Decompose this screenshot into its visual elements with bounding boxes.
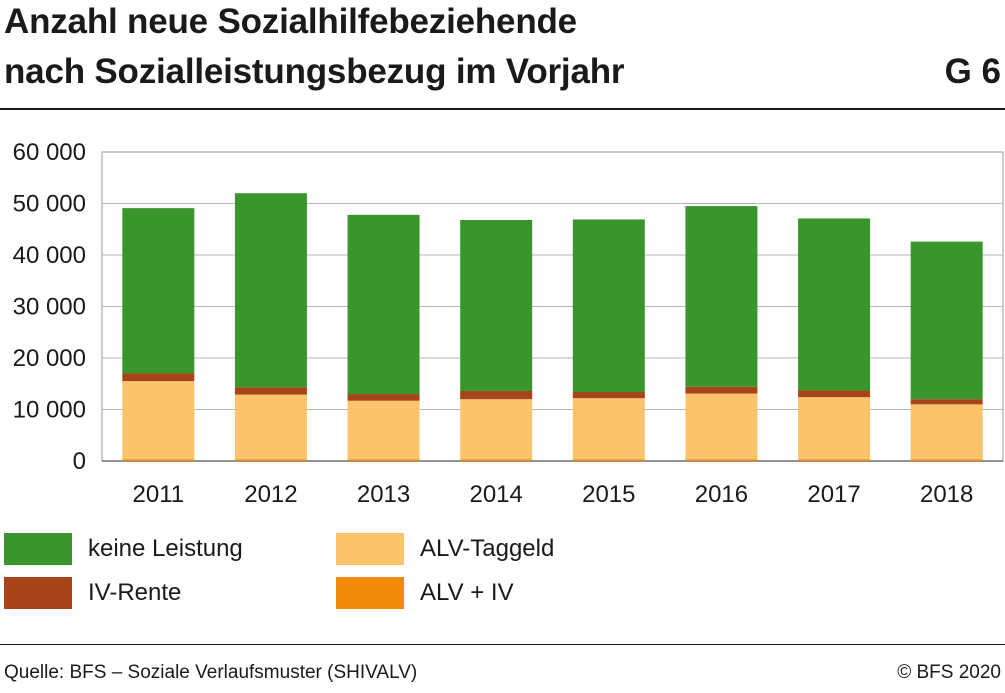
x-tick-label: 2017 xyxy=(807,481,860,508)
labels-layer: 0 10 000 20 000 30 000 40 000 50 000 60 000 201… xyxy=(13,139,974,508)
header-divider xyxy=(0,108,1005,110)
stacked-bar-chart: 0 10 000 20 000 30 000 40 000 50 000 60 000 201… xyxy=(13,139,1004,508)
bar-segment xyxy=(122,381,195,460)
bar-segment xyxy=(460,399,533,460)
bar-segment xyxy=(234,387,307,395)
bar-segment xyxy=(347,400,420,460)
bar-segment xyxy=(685,459,758,461)
x-tick-label: 2016 xyxy=(695,481,748,508)
legend-swatch-iv-rente xyxy=(4,577,72,609)
legend-item-keine-leistung: keine Leistung xyxy=(4,532,243,566)
x-tick-label: 2013 xyxy=(357,481,410,508)
bar-segment xyxy=(798,218,871,391)
bar-segment xyxy=(798,390,871,398)
y-tick-label: 20 000 xyxy=(13,345,86,372)
bars-layer xyxy=(122,193,983,461)
legend-label-iv-rente: IV-Rente xyxy=(88,579,182,606)
legend-swatch-alv-taggeld xyxy=(336,533,404,565)
bar-segment xyxy=(910,399,983,405)
legend-swatch-keine-leistung xyxy=(4,533,72,565)
legend-item-alv-taggeld: ALV-Taggeld xyxy=(336,532,554,566)
bar-segment xyxy=(234,193,307,388)
bar-segment xyxy=(234,459,307,461)
x-tick-label: 2012 xyxy=(244,481,297,508)
y-tick-label: 10 000 xyxy=(13,397,86,424)
bar-segment xyxy=(122,208,195,374)
footer-divider xyxy=(0,644,1005,645)
y-tick-label: 40 000 xyxy=(13,242,86,269)
bar-segment xyxy=(798,397,871,460)
bar-segment xyxy=(685,386,758,394)
legend-item-alv-iv: ALV + IV xyxy=(336,576,514,610)
y-tick-label: 50 000 xyxy=(13,191,86,218)
legend-label-keine-leistung: keine Leistung xyxy=(88,535,243,562)
legend-label-alv-taggeld: ALV-Taggeld xyxy=(420,535,555,562)
bar-segment xyxy=(910,241,983,400)
y-tick-label: 60 000 xyxy=(13,139,86,166)
bar-segment xyxy=(572,398,645,460)
legend-label-alv-iv: ALV + IV xyxy=(420,579,514,606)
legend-item-iv-rente: IV-Rente xyxy=(4,576,181,610)
bar-segment xyxy=(910,459,983,461)
source-note: Quelle: BFS – Soziale Verlaufsmuster (SH… xyxy=(4,662,418,683)
bar-segment xyxy=(460,219,533,391)
bar-segment xyxy=(460,390,533,400)
bar-segment xyxy=(572,219,645,392)
bar-segment xyxy=(347,394,420,401)
bar-segment xyxy=(572,459,645,461)
chart-title-line-2: nach Sozialleistungsbezug im Vorjahr xyxy=(4,52,625,91)
copyright-note: © BFS 2020 xyxy=(897,662,1001,683)
bar-segment xyxy=(122,373,195,382)
y-tick-label: 30 000 xyxy=(13,294,86,321)
legend-swatch-alv-iv xyxy=(336,577,404,609)
y-tick-label: 0 xyxy=(73,448,86,475)
bar-segment xyxy=(347,459,420,461)
figure-id: G 6 xyxy=(944,52,1001,91)
bar-segment xyxy=(798,459,871,461)
bar-segment xyxy=(910,404,983,460)
x-tick-label: 2011 xyxy=(133,481,185,508)
bar-segment xyxy=(234,394,307,460)
bar-segment xyxy=(122,459,195,461)
x-tick-label: 2015 xyxy=(582,481,635,508)
bar-segment xyxy=(460,459,533,461)
bar-segment xyxy=(572,391,645,399)
x-tick-label: 2018 xyxy=(920,481,973,508)
bar-segment xyxy=(685,206,758,387)
bar-segment xyxy=(685,393,758,460)
chart-title-line-1: Anzahl neue Sozialhilfebeziehende xyxy=(4,2,577,41)
bar-segment xyxy=(347,214,420,395)
x-tick-label: 2014 xyxy=(469,481,522,508)
